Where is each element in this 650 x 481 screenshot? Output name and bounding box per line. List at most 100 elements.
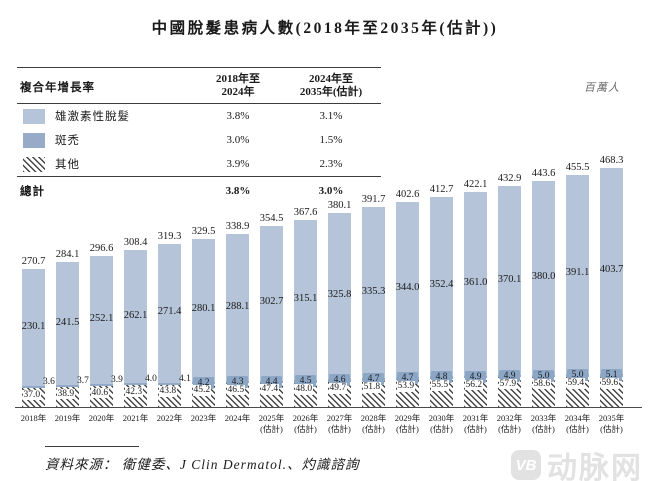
x-axis-label: 2034年 (估計) [564, 413, 591, 434]
bar-alopecia-areata-label: 3.6 [43, 377, 55, 388]
bar-androgenetic-label: 271.4 [157, 306, 182, 318]
bar-total-label: 432.9 [497, 173, 522, 185]
bar-other-label: 58.6 [532, 378, 552, 390]
legend-label: 斑禿 [55, 135, 80, 147]
x-axis-label: 2027年 (估計) [326, 413, 353, 434]
cagr-value: 2.3% [319, 158, 343, 170]
x-axis-label: 2028年 (估計) [360, 413, 387, 434]
legend-label: 其他 [55, 159, 80, 171]
bar-other-label: 59.4 [566, 378, 586, 389]
bar-total-label: 308.4 [123, 236, 148, 248]
cagr-table-header: 複合年增長率 2018年至 2024年 2024年至 2035年(估計) [17, 68, 381, 104]
x-axis-label: 2018年 [20, 413, 47, 423]
bar-segment-androgenetic [532, 180, 555, 375]
bar-alopecia-areata-label: 3.7 [77, 376, 89, 387]
bar-total-label: 296.6 [89, 242, 114, 254]
bar-other-label: 59.6 [600, 378, 620, 389]
cagr-value: 3.9% [226, 158, 250, 170]
legend-label: 雄激素性脫髮 [55, 111, 130, 123]
bar-androgenetic-label: 315.1 [293, 292, 318, 304]
x-axis-label: 2033年 (估計) [530, 413, 557, 434]
bar-other-label: 56.2 [464, 379, 484, 391]
bar-total-label: 422.1 [463, 178, 488, 190]
bar-segment-alopecia-areata [158, 382, 181, 385]
cagr-header-col1: 2018年至 2024年 [216, 73, 260, 98]
source-divider-line [45, 446, 139, 448]
bar-segment-androgenetic [600, 168, 623, 374]
androgenetic-alopecia-swatch [23, 108, 45, 124]
bar-total-label: 270.7 [21, 255, 46, 267]
bar-other-label: 37.0 [22, 389, 42, 401]
bar-androgenetic-label: 325.8 [327, 289, 352, 301]
bar-total-label: 284.1 [55, 249, 80, 261]
cagr-value: 3.8% [226, 110, 250, 122]
bar-androgenetic-label: 230.1 [21, 320, 46, 332]
x-axis-label: 2025年 (估計) [258, 413, 285, 434]
cagr-total-value: 3.0% [318, 185, 344, 197]
cagr-header-col2: 2024年至 2035年(估計) [299, 73, 363, 98]
bar-segment-androgenetic [90, 255, 113, 385]
cagr-total-label: 總計 [20, 186, 45, 198]
x-axis-label: 2030年 (估計) [428, 413, 455, 434]
bar-segment-androgenetic [158, 244, 181, 383]
bar-other-label: 43.8 [158, 386, 178, 397]
bar-other-label: 45.2 [192, 385, 212, 396]
x-axis-label: 2020年 [88, 413, 115, 423]
x-axis-label: 2032年 (估計) [496, 413, 523, 434]
legend-row-androgenetic: 雄激素性脫髮 3.8% 3.1% [17, 104, 381, 128]
bar-androgenetic-label: 252.1 [89, 313, 114, 325]
bar-total-label: 367.6 [293, 206, 318, 218]
x-axis-label: 2023年 [190, 413, 217, 423]
unit-label: 百萬人 [584, 82, 620, 94]
cagr-value: 3.0% [226, 134, 250, 146]
bar-segment-androgenetic [430, 196, 453, 377]
bar-segment-androgenetic [226, 234, 249, 382]
bar-segment-androgenetic [464, 191, 487, 376]
bar-androgenetic-label: 288.1 [225, 300, 250, 312]
cagr-total-row: 總計 3.8% 3.0% [17, 176, 381, 204]
bar-androgenetic-label: 370.1 [497, 273, 522, 285]
bar-segment-alopecia-areata [124, 383, 147, 386]
bar-androgenetic-label: 391.1 [565, 267, 590, 279]
cagr-total-value: 3.8% [225, 185, 251, 197]
vb-logo-icon: VB [511, 450, 541, 480]
cagr-header-label: 複合年增長率 [20, 82, 95, 94]
bar-segment-androgenetic [396, 201, 419, 378]
bar-total-label: 468.3 [599, 155, 624, 167]
bar-segment-androgenetic [56, 262, 79, 386]
bar-other-label: 47.4 [260, 384, 280, 395]
bar-total-label: 338.9 [225, 221, 250, 233]
bar-segment-androgenetic [294, 219, 317, 381]
bar-total-label: 319.3 [157, 231, 182, 243]
bar-other-label: 53.9 [396, 381, 416, 392]
bar-alopecia-areata-label: 4.0 [145, 374, 157, 385]
bar-androgenetic-label: 335.3 [361, 285, 386, 297]
bar-androgenetic-label: 302.7 [259, 296, 284, 308]
bar-androgenetic-label: 403.7 [599, 264, 624, 276]
x-axis-label: 2026年 (估計) [292, 413, 319, 434]
bar-other-label: 55.5 [430, 380, 450, 391]
bar-segment-androgenetic [328, 213, 351, 380]
bar-segment-androgenetic [566, 174, 589, 375]
bar-other-label: 40.6 [90, 387, 110, 399]
bar-other-label: 49.7 [328, 383, 348, 394]
x-axis-label: 2024年 [224, 413, 251, 423]
cagr-value: 1.5% [319, 134, 343, 146]
bar-segment-alopecia-areata [90, 384, 113, 387]
bar-total-label: 354.5 [259, 213, 284, 225]
bar-total-label: 329.5 [191, 225, 216, 237]
bar-total-label: 443.6 [531, 167, 556, 179]
bar-alopecia-areata-label: 4.1 [179, 373, 191, 384]
x-axis-label: 2031年 (估計) [462, 413, 489, 434]
bar-alopecia-areata-label: 3.9 [111, 375, 123, 386]
bar-segment-androgenetic [498, 186, 521, 375]
source-text: 資料來源： 衛健委、J Clin Dermatol.、灼識諮詢 [45, 457, 360, 472]
bar-other-label: 42.3 [124, 386, 144, 398]
alopecia-areata-swatch [23, 132, 45, 148]
x-axis-label: 2022年 [156, 413, 183, 423]
vbdata-logo: VB 动脉网 [511, 443, 643, 481]
bar-total-label: 402.6 [395, 188, 420, 200]
bar-androgenetic-label: 280.1 [191, 303, 216, 315]
bar-segment-alopecia-areata [22, 386, 45, 389]
bar-androgenetic-label: 352.4 [429, 279, 454, 291]
